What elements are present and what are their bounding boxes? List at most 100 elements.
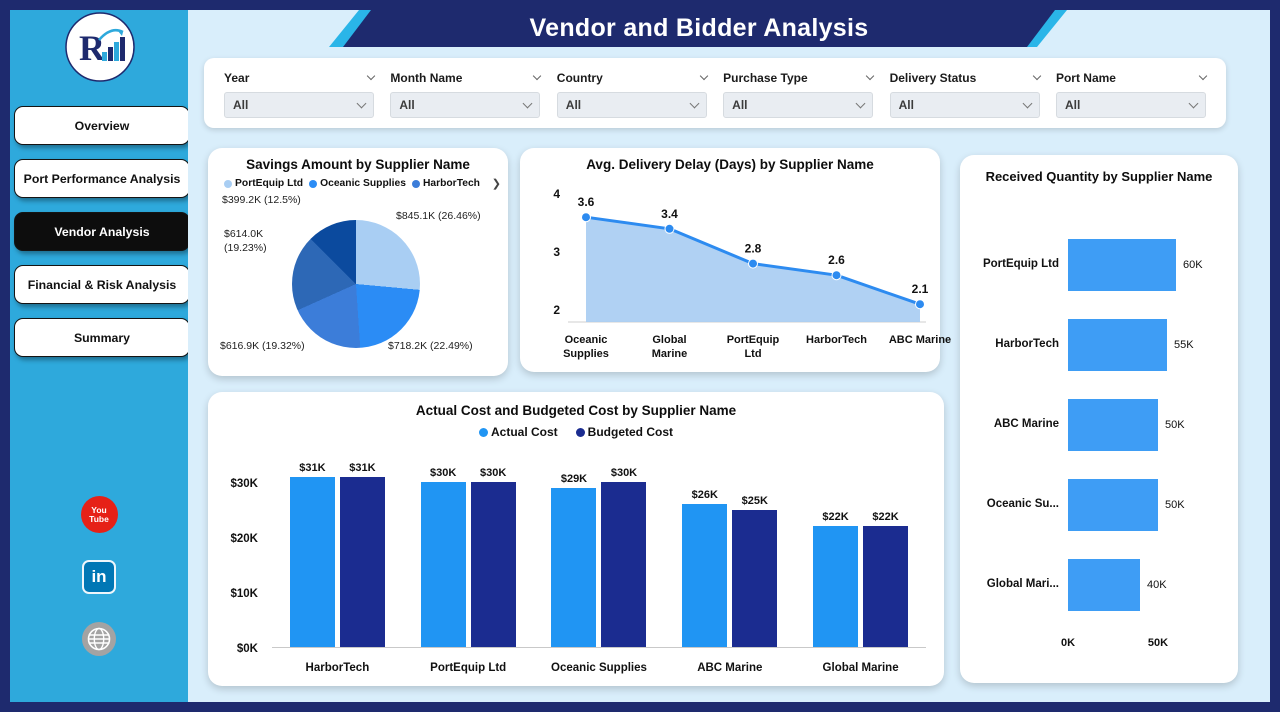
youtube-icon[interactable]: You Tube — [80, 496, 118, 533]
chevron-down-icon — [1022, 98, 1033, 108]
cost-legend: Actual Cost Budgeted Cost — [208, 425, 944, 439]
sidebar-item-port-performance-analysis[interactable]: Port Performance Analysis — [14, 159, 190, 198]
received-quantity-card: Received Quantity by Supplier Name PortE… — [960, 155, 1238, 683]
legend-item-harbortech[interactable]: HarborTech — [411, 178, 480, 189]
filter-label: Purchase Type — [723, 71, 808, 85]
cost-group: $26K $25K ABC Marine — [682, 456, 778, 674]
cost-value-label: $26K — [691, 489, 718, 501]
cost-group: $30K $30K PortEquip Ltd — [420, 456, 516, 674]
savings-pie[interactable] — [292, 220, 420, 348]
budgeted-cost-bar[interactable] — [601, 482, 647, 647]
filter-value: All — [732, 98, 748, 112]
actual-cost-bar[interactable] — [420, 482, 466, 647]
received-x-tick: 50K — [1147, 637, 1169, 649]
sidebar-nav: Overview Port Performance Analysis Vendo… — [14, 106, 190, 357]
filter-country-header[interactable]: Country — [557, 69, 709, 87]
filter-delivery-status-select[interactable]: All — [889, 92, 1040, 118]
delay-plot[interactable]: 4 3 2 3.6 3.4 2.8 2.6 2.1 — [528, 178, 932, 334]
actual-cost-swatch — [478, 427, 488, 437]
filter-port-name-select[interactable]: All — [1055, 92, 1206, 118]
website-globe-icon[interactable] — [81, 621, 117, 657]
cost-value-label: $30K — [480, 467, 507, 479]
cost-bar-wrap: $26K — [682, 489, 728, 647]
sidebar-item-overview[interactable]: Overview — [14, 106, 190, 145]
cost-y-tick: $10K — [230, 588, 259, 600]
linkedin-text: in — [91, 567, 107, 586]
received-bar[interactable] — [1068, 239, 1176, 291]
budgeted-cost-swatch — [575, 427, 585, 437]
budgeted-cost-bar[interactable] — [863, 526, 909, 647]
cost-bar-wrap: $25K — [732, 495, 778, 647]
pie-data-label: $718.2K (22.49%) — [388, 340, 473, 352]
legend-item-oceanic[interactable]: Oceanic Supplies — [309, 178, 406, 189]
filter-port-name-header[interactable]: Port Name — [1056, 69, 1208, 87]
legend-scroll-arrow[interactable]: ❯ — [491, 178, 501, 190]
filter-year-select[interactable]: All — [224, 92, 374, 118]
legend-item-portequip[interactable]: PortEquip Ltd — [224, 178, 303, 189]
cost-bar-wrap: $22K — [863, 511, 909, 647]
chevron-down-icon — [699, 71, 709, 81]
delay-point — [664, 223, 675, 234]
received-row: ABC Marine 50K — [972, 385, 1234, 465]
actual-cost-bar[interactable] — [289, 476, 335, 647]
delay-area — [586, 217, 920, 322]
filter-country-select[interactable]: All — [556, 92, 707, 118]
pie-data-label: $399.2K (12.5%) — [222, 194, 301, 206]
actual-cost-bar[interactable] — [813, 526, 859, 647]
filter-month-name-select[interactable]: All — [390, 92, 541, 118]
budgeted-cost-bar[interactable] — [732, 509, 778, 647]
cost-comparison-card: Actual Cost and Budgeted Cost by Supplie… — [208, 392, 944, 686]
filter-month-name-header[interactable]: Month Name — [390, 69, 542, 87]
cost-category-label: PortEquip Ltd — [430, 662, 507, 674]
sidebar-item-vendor-analysis[interactable]: Vendor Analysis — [14, 212, 190, 251]
chart-title: Avg. Delivery Delay (Days) by Supplier N… — [586, 157, 874, 172]
company-logo: R — [65, 12, 135, 82]
budgeted-cost-bar[interactable] — [339, 476, 385, 647]
chevron-down-icon — [522, 98, 533, 108]
chart-title: Actual Cost and Budgeted Cost by Supplie… — [415, 403, 737, 418]
legend-label: PortEquip Ltd — [235, 178, 304, 189]
delay-point — [748, 258, 758, 269]
delay-value-label: 3.4 — [661, 207, 678, 221]
filter-country: Country All — [556, 69, 709, 128]
chart-title: Savings Amount by Supplier Name — [246, 157, 470, 172]
filter-month-name: Month Name All — [390, 69, 542, 128]
chart-title: Received Quantity by Supplier Name — [985, 169, 1213, 184]
delay-x-label: PortEquip Ltd — [726, 334, 780, 360]
received-category-label: HarborTech — [995, 338, 1059, 351]
actual-cost-bar[interactable] — [551, 487, 597, 647]
chevron-down-icon — [865, 71, 875, 81]
cost-bar-wrap: $31K — [339, 461, 385, 647]
received-bar[interactable] — [1068, 479, 1158, 531]
sidebar-item-financial-risk-analysis[interactable]: Financial & Risk Analysis — [14, 265, 190, 304]
filter-purchase-type-select[interactable]: All — [723, 92, 874, 118]
sidebar-item-summary[interactable]: Summary — [14, 318, 190, 357]
filter-value: All — [233, 98, 249, 112]
received-bar[interactable] — [1068, 559, 1140, 611]
filter-purchase-type-header[interactable]: Purchase Type — [723, 69, 875, 87]
cost-bar-wrap: $30K — [601, 467, 647, 647]
received-bar[interactable] — [1068, 319, 1167, 371]
legend-label: Oceanic Supplies — [320, 178, 406, 189]
budgeted-cost-bar[interactable] — [470, 482, 516, 647]
filter-year-header[interactable]: Year — [224, 69, 376, 87]
cost-bar-wrap: $30K — [420, 467, 466, 647]
received-value-label: 50K — [1165, 419, 1185, 431]
delay-x-label: Global Marine — [651, 334, 688, 360]
cost-value-label: $31K — [349, 461, 376, 474]
filter-port-name: Port Name All — [1055, 69, 1208, 128]
received-value-label: 55K — [1174, 339, 1194, 351]
actual-cost-bar[interactable] — [682, 504, 728, 647]
cost-category-label: Global Marine — [822, 662, 899, 674]
legend-item-budgeted-cost[interactable]: Budgeted Cost — [575, 425, 673, 439]
received-bar[interactable] — [1068, 399, 1158, 451]
linkedin-icon[interactable]: in — [82, 560, 116, 594]
y-tick-label: 3 — [553, 245, 560, 259]
received-category-label: PortEquip Ltd — [982, 258, 1059, 271]
legend-item-actual-cost[interactable]: Actual Cost — [478, 425, 558, 439]
cost-category-label: Oceanic Supplies — [551, 662, 647, 674]
cost-groups: $31K $31K HarborTech $30K $30K PortEquip Ltd $… — [272, 456, 926, 674]
received-row: PortEquip Ltd 60K — [972, 225, 1234, 305]
received-value-label: 50K — [1165, 499, 1185, 511]
filter-delivery-status-header[interactable]: Delivery Status — [890, 69, 1041, 87]
